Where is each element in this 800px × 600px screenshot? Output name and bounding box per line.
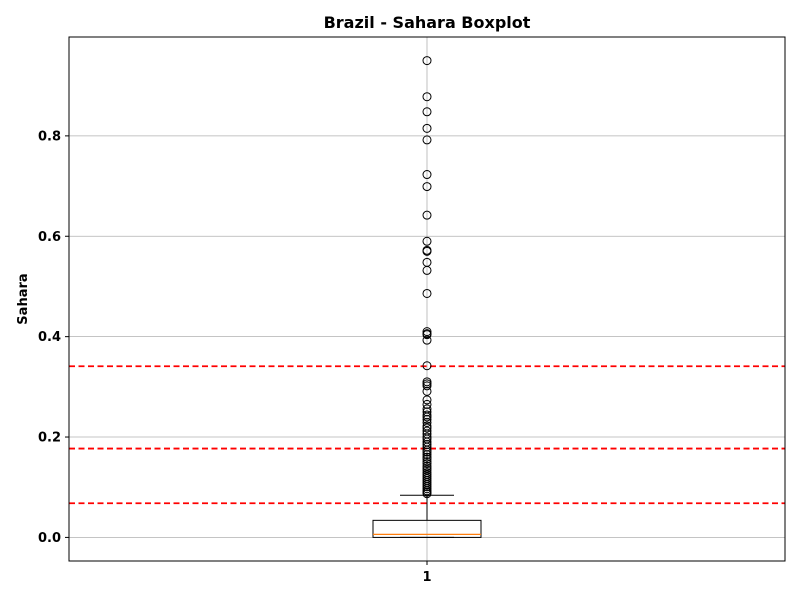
outlier-point-5 [422,170,432,180]
y-axis-ticks: 0.0 0.2 0.4 0.6 0.8 [38,129,69,546]
outlier-point-46 [422,459,432,469]
x-axis-ticks: 1 [422,561,432,585]
outlier-point-13 [422,288,432,298]
outlier-point-23 [422,395,432,405]
outlier-point-1 [422,92,432,102]
outlier-point-8 [422,236,432,246]
outlier-point-18 [422,361,432,371]
outlier-point-17 [422,335,432,345]
reference-lines [69,365,785,505]
outlier-point-61 [422,489,432,499]
outlier-point-42 [422,450,432,460]
outlier-point-30 [422,417,432,427]
y-tick-label-3: 0.6 [38,230,61,245]
box-plot [372,494,482,538]
outlier-point-44 [422,454,432,464]
outlier-point-28 [422,412,432,422]
y-tick-label-1: 0.2 [38,431,61,446]
outlier-point-4 [422,135,432,145]
outlier-point-10 [422,246,432,256]
y-tick-label-0: 0.0 [38,531,61,546]
outlier-point-16 [422,330,432,340]
outlier-point-22 [422,386,432,396]
y-tick-label-4: 0.8 [38,129,61,144]
outlier-point-12 [422,265,432,275]
outlier-point-29 [422,414,432,424]
outlier-point-6 [422,182,432,192]
y-axis-label: Sahara [16,273,31,324]
outlier-point-32 [422,423,432,433]
outlier-point-3 [422,123,432,133]
outlier-point-49 [422,465,432,475]
outlier-points [422,56,432,499]
outlier-point-21 [422,381,432,391]
chart-title: Brazil - Sahara Boxplot [324,13,531,32]
x-tick-label-0: 1 [422,570,431,585]
outlier-point-41 [422,447,432,457]
y-tick-label-2: 0.4 [38,330,61,345]
outlier-point-2 [422,107,432,117]
outlier-point-0 [422,56,432,66]
outlier-point-7 [422,210,432,220]
